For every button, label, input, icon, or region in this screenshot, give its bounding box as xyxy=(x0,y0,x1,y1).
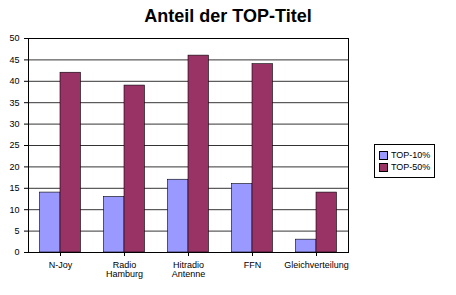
svg-text:10: 10 xyxy=(9,205,19,215)
html-text:TOP-50%: TOP-50% xyxy=(391,162,431,172)
html-text:Anteil der TOP-Titel: Anteil der TOP-Titel xyxy=(144,6,312,26)
html-text:TOP-10%: TOP-10% xyxy=(391,150,431,160)
svg-text:20: 20 xyxy=(9,162,19,172)
svg-text:N-Joy: N-Joy xyxy=(49,260,73,270)
svg-text:RadioHamburg: RadioHamburg xyxy=(106,260,143,279)
svg-text:FFN: FFN xyxy=(244,260,262,270)
svg-text:45: 45 xyxy=(9,55,19,65)
svg-text:Gleichverteilung: Gleichverteilung xyxy=(284,260,349,270)
svg-text:50: 50 xyxy=(9,33,19,43)
svg-text:0: 0 xyxy=(14,247,19,257)
svg-text:15: 15 xyxy=(9,183,19,193)
svg-text:5: 5 xyxy=(14,226,19,236)
svg-text:25: 25 xyxy=(9,140,19,150)
svg-text:35: 35 xyxy=(9,98,19,108)
svg-text:HitradioAntenne: HitradioAntenne xyxy=(172,260,206,279)
svg-text:30: 30 xyxy=(9,119,19,129)
svg-text:40: 40 xyxy=(9,76,19,86)
